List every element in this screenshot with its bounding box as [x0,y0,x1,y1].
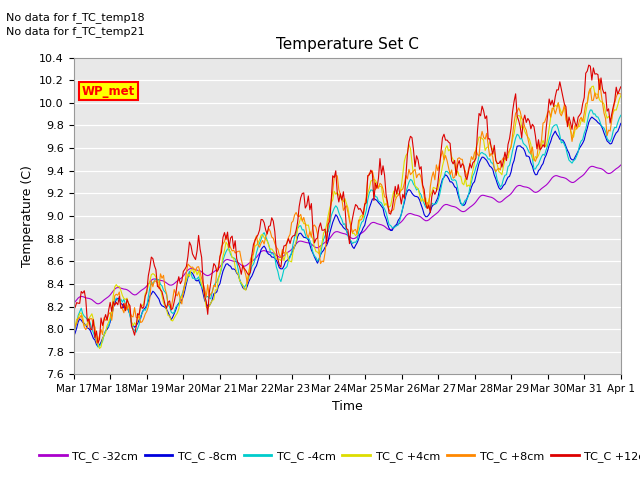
Text: WP_met: WP_met [82,84,135,97]
Title: Temperature Set C: Temperature Set C [276,37,419,52]
Legend: TC_C -32cm, TC_C -8cm, TC_C -4cm, TC_C +4cm, TC_C +8cm, TC_C +12cm: TC_C -32cm, TC_C -8cm, TC_C -4cm, TC_C +… [35,446,640,466]
X-axis label: Time: Time [332,400,363,413]
Y-axis label: Temperature (C): Temperature (C) [20,165,33,267]
Text: No data for f_TC_temp21: No data for f_TC_temp21 [6,26,145,37]
Text: No data for f_TC_temp18: No data for f_TC_temp18 [6,12,145,23]
